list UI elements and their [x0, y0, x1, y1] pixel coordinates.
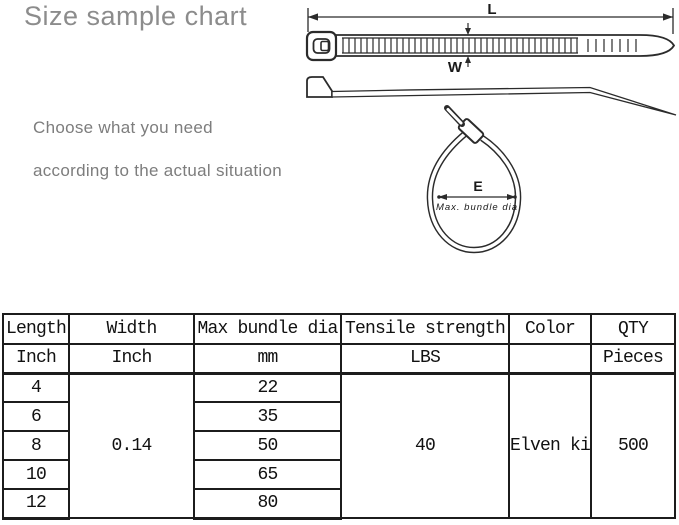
cell-width-merged: 0.14	[68, 372, 195, 519]
table-row: 8 50	[2, 430, 675, 461]
side-view-head	[306, 76, 333, 98]
cable-tie-diagram: L W	[305, 1, 677, 254]
width-dimension: W	[448, 23, 471, 76]
strap-end-ticks	[587, 39, 637, 52]
strap-ribs	[342, 38, 578, 53]
cell-max-bundle-dia: 65	[193, 459, 342, 490]
col-header-color: Color	[508, 313, 592, 345]
table-row: 6 35	[2, 401, 675, 432]
loop-caption: Max. bundle dia	[436, 202, 518, 213]
unit-width: Inch	[68, 343, 195, 375]
header-row: Length Width Max bundle dia Tensile stre…	[2, 313, 676, 345]
length-dimension-label: L	[487, 1, 496, 18]
unit-color	[508, 343, 592, 375]
col-header-qty: QTY	[590, 313, 676, 345]
side-view-strap	[331, 86, 677, 116]
page-title: Size sample chart	[24, 1, 248, 31]
cell-length: 12	[2, 488, 70, 520]
cable-tie-loop-view: E Max. bundle dia	[426, 105, 522, 254]
cable-tie-top-view: L W	[305, 1, 676, 76]
cable-tie-side-view	[306, 76, 677, 116]
loop-diameter-label: E	[473, 178, 482, 194]
unit-max-bundle-dia: mm	[193, 343, 342, 375]
cell-max-bundle-dia: 80	[193, 488, 342, 520]
length-dimension: L	[308, 1, 673, 21]
col-header-max-bundle-dia: Max bundle dia	[193, 313, 342, 345]
table-row: 12 80	[2, 488, 675, 520]
subtitle-line-2: according to the actual situation	[33, 161, 282, 180]
cell-color-merged: Elven kinds	[508, 372, 592, 519]
loop-diameter-dimension: E Max. bundle dia	[436, 178, 518, 213]
cell-length: 4	[2, 372, 70, 403]
unit-length: Inch	[2, 343, 70, 375]
col-header-tensile-strength: Tensile strength	[340, 313, 510, 345]
size-chart-table: Length Width Max bundle dia Tensile stre…	[2, 313, 676, 520]
tie-head	[305, 30, 338, 62]
col-header-length: Length	[2, 313, 70, 345]
unit-qty: Pieces	[590, 343, 676, 375]
units-row: Inch Inch mm LBS Pieces	[2, 343, 676, 375]
unit-tensile-strength: LBS	[340, 343, 510, 375]
cell-max-bundle-dia: 35	[193, 401, 342, 432]
cell-length: 6	[2, 401, 70, 432]
cell-tensile-merged: 40	[340, 372, 510, 519]
cell-max-bundle-dia: 22	[193, 372, 342, 403]
table-row: 4 0.14 22 40 Elven kinds 500	[2, 372, 676, 519]
cell-length: 8	[2, 430, 70, 461]
cell-max-bundle-dia: 50	[193, 430, 342, 461]
cell-length: 10	[2, 459, 70, 490]
cell-qty-merged: 500	[590, 372, 676, 519]
width-dimension-label: W	[448, 59, 463, 76]
table-row: 10 65	[2, 459, 675, 490]
subtitle-line-1: Choose what you need	[33, 118, 213, 137]
col-header-width: Width	[68, 313, 195, 345]
